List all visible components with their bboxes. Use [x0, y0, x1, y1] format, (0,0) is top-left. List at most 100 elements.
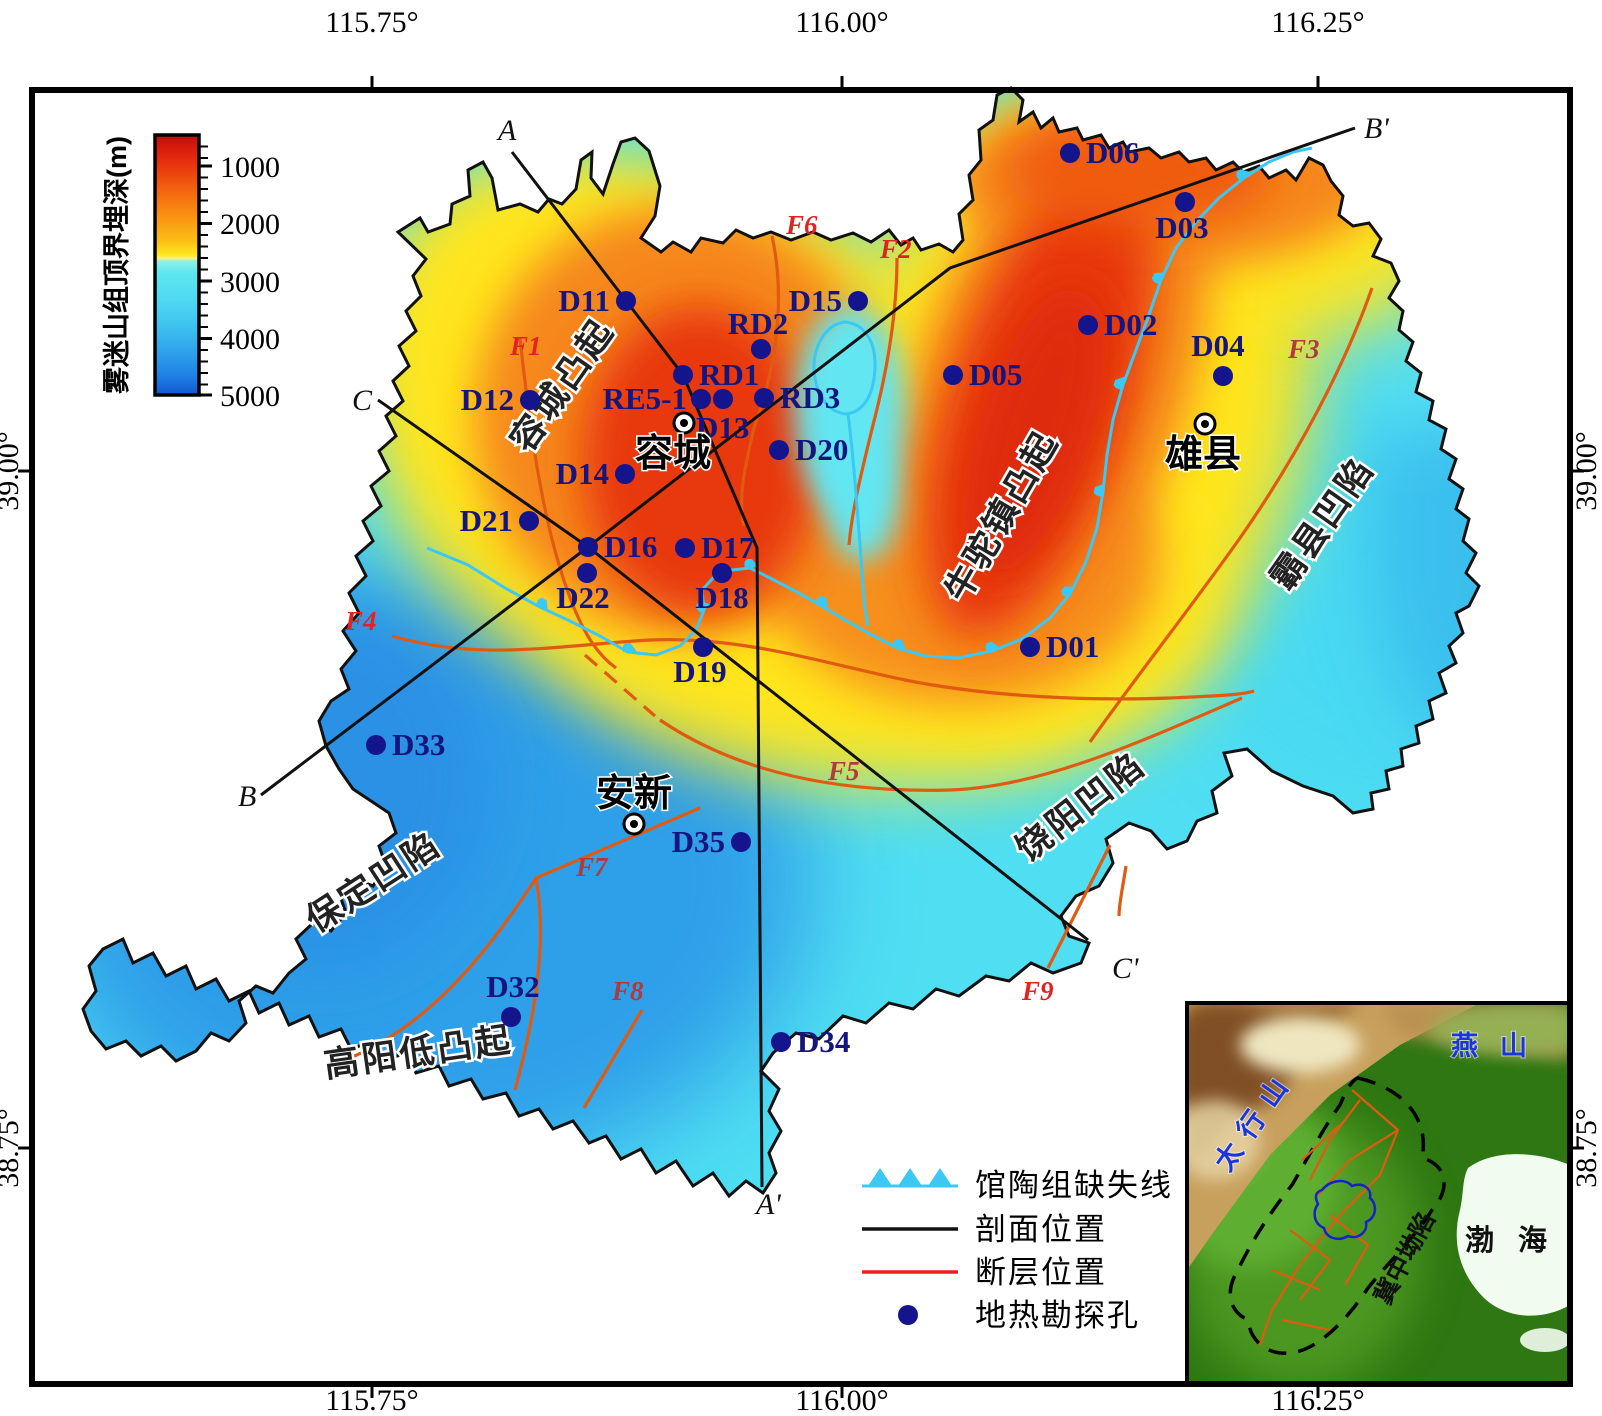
inset-label-bohai: 渤海	[1465, 1224, 1571, 1257]
section-line-a	[510, 151, 764, 1188]
well-label-d22: D22	[556, 580, 609, 615]
well-dot-d21	[519, 511, 539, 531]
city-marker-xiongxian: 雄县	[1163, 412, 1243, 478]
colorbar-gradient	[153, 133, 201, 397]
fault-f5-label: F5	[827, 756, 860, 786]
section-a-end-label: A'	[754, 1188, 781, 1221]
fault-f4-label: F4	[344, 606, 377, 636]
well-label-d19: D19	[673, 654, 726, 689]
axis-left-tick-2: 38.75°	[0, 1108, 25, 1188]
well-dot-d04	[1213, 366, 1233, 386]
well-label-d14: D14	[556, 456, 609, 491]
section-b-start-label: B	[238, 780, 256, 813]
well-dot-d12	[520, 390, 540, 410]
well-dot-d13	[713, 389, 733, 409]
axis-ticks	[18, 76, 1584, 1398]
fault-branch-line	[1117, 865, 1128, 917]
well-label-re5-1: RE5-1	[603, 381, 687, 416]
guantao-missing-line	[426, 146, 1313, 660]
well-dot-d22	[577, 563, 597, 583]
axis-right-tick-1: 39.00°	[1570, 431, 1602, 511]
well-dot-d32	[501, 1007, 521, 1027]
well-label-d17: D17	[701, 530, 754, 565]
well-label-d13: D13	[696, 410, 749, 445]
colorbar-tick-3000: 3000	[220, 266, 280, 299]
well-label-d15: D15	[789, 283, 842, 318]
well-dot-re5-1	[691, 389, 711, 409]
well-label-d11: D11	[558, 283, 610, 318]
axis-left-tick-1: 39.00°	[0, 431, 25, 511]
fault-f2-label: F2	[879, 234, 912, 264]
well-label-d18: D18	[695, 580, 748, 615]
axis-bottom-tick-3: 116.25°	[1271, 1384, 1364, 1416]
fault-f1-label: F1	[509, 331, 542, 361]
fault-f9-label: F9	[1021, 976, 1054, 1006]
section-c-start-label: C	[352, 384, 373, 417]
well-dot-d11	[616, 291, 636, 311]
fault-f6-label: F6	[785, 210, 818, 240]
city-marker-rongcheng: 容城	[633, 411, 713, 477]
colorbar-title: 雾迷山组顶界埋深(m)	[101, 136, 132, 394]
city-marker-anxin: 安新	[594, 772, 674, 836]
colorbar-tick-2000: 2000	[220, 208, 280, 241]
well-label-d34: D34	[797, 1024, 850, 1059]
well-label-rd2: RD2	[728, 306, 788, 341]
fault-f5-line	[659, 696, 1243, 792]
fault-branch-line	[513, 877, 543, 1091]
fault-f7-line	[339, 806, 701, 1064]
fault-f7-label: F7	[575, 852, 609, 882]
well-dot-rd2	[751, 339, 771, 359]
well-dot-d17	[675, 538, 695, 558]
guantao-loop	[812, 320, 877, 416]
well-label-rd3: RD3	[780, 380, 840, 415]
colorbar-tick-1000: 1000	[220, 151, 280, 184]
colorbar-tick-4000: 4000	[220, 323, 280, 356]
legend-fault-label: 断层位置	[975, 1255, 1107, 1290]
city-label-xiongxian: 雄县	[1165, 434, 1241, 476]
well-dot-d20	[769, 440, 789, 460]
legend-well-label: 地热勘探孔	[975, 1298, 1140, 1333]
well-label-d35: D35	[672, 824, 725, 859]
well-label-d12: D12	[461, 382, 514, 417]
fault-f8-label: F8	[611, 976, 644, 1006]
well-dot-d03	[1175, 192, 1195, 212]
legend-section-label: 剖面位置	[975, 1212, 1107, 1247]
inset-map: 太行山 燕山 渤海 冀中坳陷	[1185, 1001, 1572, 1386]
well-label-d32: D32	[486, 969, 539, 1004]
well-dot-d35	[731, 832, 751, 852]
axis-top-tick-2: 116.00°	[795, 6, 888, 39]
colorbar: 雾迷山组顶界埋深(m) 1000 2000 3000 4000 5000	[101, 133, 280, 413]
guantao-connector	[846, 413, 870, 627]
legend-guantao-sample	[862, 1168, 958, 1188]
well-dot-d02	[1078, 315, 1098, 335]
colorbar-minor-ticks	[199, 145, 208, 386]
well-dot-d15	[848, 291, 868, 311]
well-labels: D11 D15 RD2 RD1 RE5-1 D13 D12 RD3 D12 D2…	[392, 135, 1245, 1059]
axis-bottom-tick-2: 116.00°	[795, 1384, 888, 1416]
well-dot-d05	[943, 365, 963, 385]
colorbar-tick-5000: 5000	[220, 380, 280, 413]
fault-f9-line	[1046, 844, 1112, 969]
well-label-d21: D21	[460, 503, 513, 538]
well-label-d04: D04	[1191, 328, 1244, 363]
section-a-start-label: A	[496, 114, 517, 147]
well-label-d20: D20	[795, 432, 848, 467]
well-dot-d06	[1060, 143, 1080, 163]
legend-well-sample	[898, 1305, 918, 1325]
fault-f8-line	[582, 1009, 644, 1109]
inset-label-yanshan: 燕山	[1451, 1031, 1549, 1061]
section-b-end-label: B'	[1364, 112, 1389, 145]
well-label-d05: D05	[969, 357, 1022, 392]
colorbar-major-ticks	[199, 164, 212, 397]
axis-right-tick-2: 38.75°	[1570, 1108, 1602, 1188]
well-markers	[366, 143, 1233, 1052]
map-legend: 馆陶组缺失线 剖面位置 断层位置 地热勘探孔	[862, 1168, 1171, 1333]
section-line-b	[260, 126, 1356, 797]
axis-top-tick-3: 116.25°	[1271, 6, 1364, 39]
well-dot-d19	[693, 637, 713, 657]
city-label-anxin: 安新	[596, 773, 672, 815]
section-c-end-label: C'	[1112, 952, 1139, 985]
well-dot-rd1	[673, 365, 693, 385]
well-dot-d16	[578, 537, 598, 557]
